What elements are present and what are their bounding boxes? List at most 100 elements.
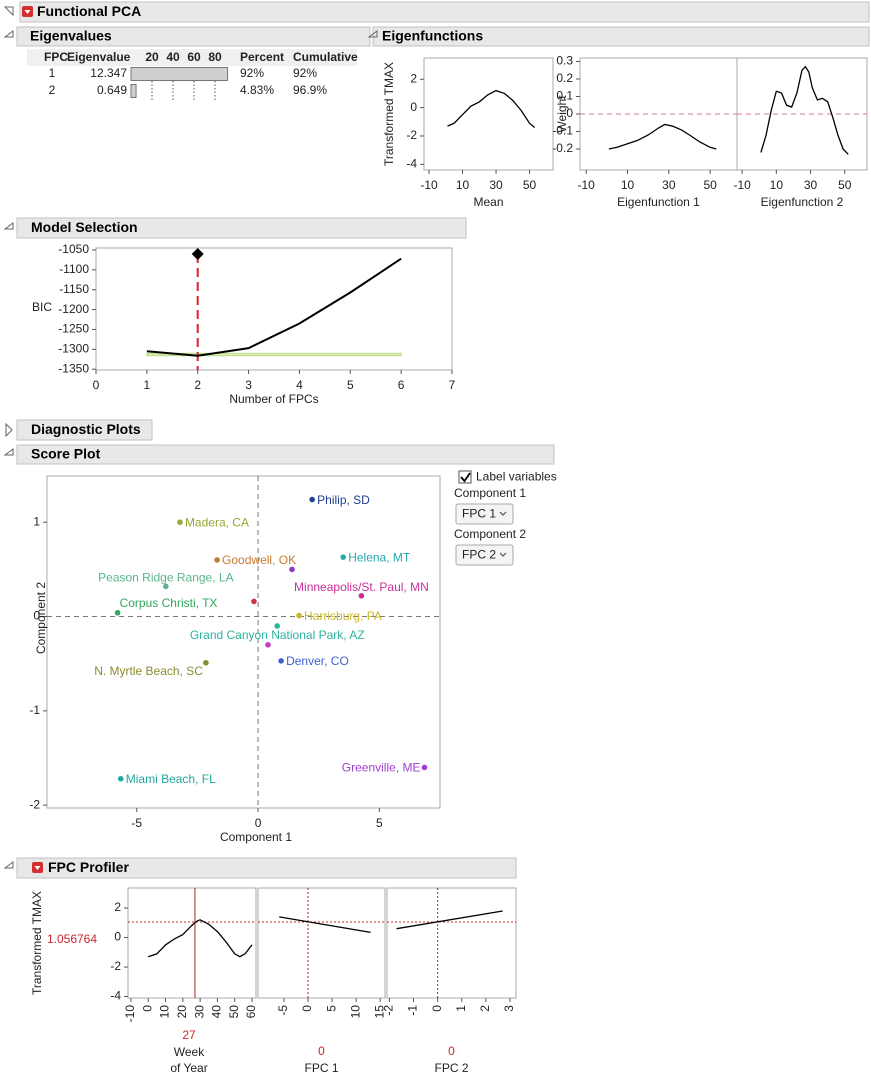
x-axis-label: Eigenfunction 1 bbox=[617, 195, 700, 209]
column-header: Percent bbox=[240, 50, 284, 64]
label-checkbox[interactable] bbox=[458, 470, 472, 484]
current-x-value: 0 bbox=[318, 1044, 325, 1058]
score-point bbox=[117, 775, 124, 782]
curve bbox=[147, 919, 253, 958]
y-tick-label: -1050 bbox=[58, 242, 89, 256]
percent-cell: 4.83% bbox=[240, 83, 274, 97]
point-label: Miami Beach, FL bbox=[126, 772, 216, 786]
y-tick-label: -1250 bbox=[58, 322, 89, 336]
x-tick-label: 40 bbox=[210, 1005, 224, 1019]
section-header[interactable] bbox=[16, 857, 517, 879]
y-tick-label: -1150 bbox=[59, 282, 89, 296]
curve bbox=[279, 916, 371, 934]
dropdown-arrow bbox=[499, 552, 507, 557]
x-tick-label: 0 bbox=[300, 1005, 314, 1012]
disclosure-icon[interactable] bbox=[3, 30, 14, 38]
disclosure-icon[interactable] bbox=[3, 222, 14, 230]
y-tick-label: -1300 bbox=[58, 342, 89, 356]
x-tick-label: 10 bbox=[770, 178, 784, 192]
report-header bbox=[19, 1, 870, 23]
dropdown-value: FPC 2 bbox=[462, 548, 496, 562]
y-tick-label: 2 bbox=[410, 71, 417, 85]
score-point bbox=[358, 592, 365, 599]
column-header: Eigenvalue bbox=[67, 50, 131, 64]
current-y-value: 1.056764 bbox=[47, 932, 97, 946]
x-axis-label: FPC 1 bbox=[304, 1061, 338, 1075]
x-tick-label: 1 bbox=[144, 378, 151, 392]
x-tick-label: -5 bbox=[131, 816, 142, 830]
x-axis-label: of Year bbox=[170, 1061, 207, 1075]
disclosure-icon[interactable] bbox=[367, 30, 378, 38]
dropdown-arrow bbox=[499, 511, 507, 516]
x-tick-label: 0 bbox=[93, 378, 100, 392]
plot-frame bbox=[95, 247, 453, 371]
menu-arrow bbox=[34, 866, 41, 870]
component1-dropdown[interactable] bbox=[455, 503, 514, 525]
eigenvalue-cell: 0.649 bbox=[97, 83, 127, 97]
x-tick-label: 0 bbox=[140, 1005, 154, 1012]
disclosure-icon[interactable] bbox=[3, 861, 14, 869]
x-tick-label: 10 bbox=[621, 178, 635, 192]
control-label: Component 1 bbox=[454, 486, 526, 500]
x-tick-label: 50 bbox=[703, 178, 717, 192]
dropdown-value: FPC 1 bbox=[462, 507, 496, 521]
y-tick-label: -0.2 bbox=[552, 141, 573, 155]
x-tick-label: 0 bbox=[255, 816, 262, 830]
x-tick-label: 5 bbox=[376, 816, 383, 830]
score-point bbox=[309, 496, 315, 503]
disclosure-icon[interactable] bbox=[3, 448, 14, 456]
x-tick-label: 7 bbox=[449, 378, 456, 392]
point-label: Harrisburg, PA bbox=[304, 609, 382, 623]
score-point bbox=[163, 583, 169, 590]
y-tick-label: -1350 bbox=[58, 361, 89, 375]
x-tick-label: 4 bbox=[296, 378, 303, 392]
y-tick-label: -1 bbox=[29, 703, 40, 717]
cumulative-cell: 96.9% bbox=[293, 83, 327, 97]
percent-bar bbox=[130, 84, 137, 98]
x-tick-label: 10 bbox=[158, 1005, 172, 1019]
point-label: Peason Ridge Range, LA bbox=[98, 571, 233, 585]
section-header[interactable] bbox=[16, 217, 467, 239]
menu-arrow bbox=[24, 10, 31, 14]
bar-axis-label: 60 bbox=[187, 50, 201, 64]
y-tick-label: -2 bbox=[406, 128, 417, 142]
x-tick-label: -1 bbox=[406, 1005, 420, 1016]
selected-marker bbox=[191, 248, 204, 260]
column-header: Cumulative bbox=[293, 50, 358, 64]
x-tick-label: 60 bbox=[244, 1005, 258, 1019]
x-tick-label: 50 bbox=[838, 178, 852, 192]
component2-dropdown[interactable] bbox=[455, 544, 514, 566]
section-header[interactable] bbox=[16, 419, 153, 441]
y-axis-label: Transformed TMAX bbox=[30, 891, 44, 995]
score-point bbox=[296, 612, 302, 619]
x-axis-label: Eigenfunction 2 bbox=[761, 195, 844, 209]
curve bbox=[146, 257, 402, 357]
section-title: Eigenvalues bbox=[30, 28, 112, 44]
x-tick-label: -10 bbox=[578, 178, 596, 192]
curve bbox=[608, 123, 717, 150]
section-header[interactable] bbox=[16, 444, 555, 465]
y-tick-label: 0.1 bbox=[556, 89, 573, 103]
section-title: Score Plot bbox=[31, 446, 101, 462]
plot-frame bbox=[46, 475, 441, 809]
score-point bbox=[177, 519, 183, 526]
y-axis-label: BIC bbox=[32, 300, 52, 314]
percent-bar bbox=[130, 67, 229, 81]
disclosure-icon[interactable] bbox=[3, 6, 14, 17]
bic-band bbox=[146, 352, 402, 357]
score-point bbox=[251, 598, 257, 605]
x-tick-label: 3 bbox=[502, 1005, 516, 1012]
curve bbox=[760, 65, 849, 155]
plot-frame bbox=[386, 887, 517, 999]
plot-frame bbox=[579, 57, 738, 171]
control-label: Component 2 bbox=[454, 527, 526, 541]
x-tick-label: -10 bbox=[733, 178, 751, 192]
x-tick-label: 50 bbox=[227, 1005, 241, 1019]
y-axis-label: Component 2 bbox=[34, 582, 48, 654]
y-tick-label: -2 bbox=[29, 797, 40, 811]
y-tick-label: -0.1 bbox=[552, 124, 573, 138]
point-label: Helena, MT bbox=[348, 550, 411, 564]
disclosure-icon[interactable] bbox=[5, 422, 13, 438]
point-label: Grand Canyon National Park, AZ bbox=[190, 628, 365, 642]
